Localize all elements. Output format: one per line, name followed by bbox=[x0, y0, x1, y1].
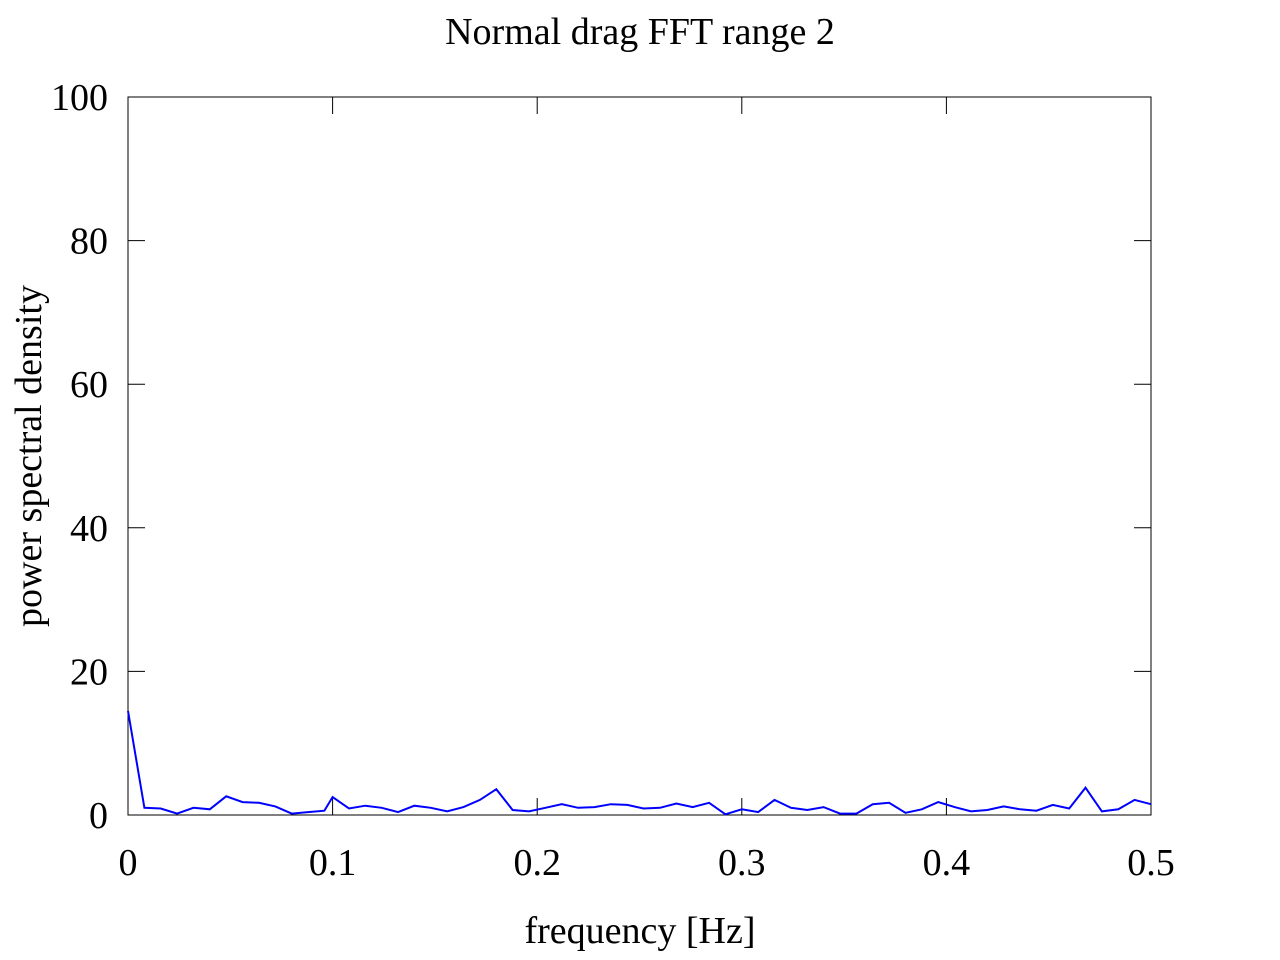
x-tick-label: 0.5 bbox=[1127, 842, 1175, 884]
x-tick-label: 0.2 bbox=[513, 842, 561, 884]
y-tick-label: 80 bbox=[70, 221, 108, 263]
y-tick-label: 60 bbox=[70, 364, 108, 406]
x-tick-label: 0.3 bbox=[718, 842, 766, 884]
x-tick-label: 0.4 bbox=[923, 842, 971, 884]
y-tick-label: 100 bbox=[51, 77, 108, 119]
y-axis-label: power spectral density bbox=[8, 285, 50, 627]
plot-frame bbox=[127, 96, 1152, 816]
x-tick-label: 0.1 bbox=[309, 842, 357, 884]
y-tick-label: 0 bbox=[89, 795, 108, 837]
axis-ticks bbox=[127, 96, 1152, 816]
series-line-0 bbox=[127, 710, 1152, 816]
y-tick-label: 40 bbox=[70, 508, 108, 550]
series-group bbox=[127, 710, 1152, 816]
chart-title: Normal drag FFT range 2 bbox=[445, 11, 835, 53]
y-tick-label: 20 bbox=[70, 651, 108, 693]
x-tick-label: 0 bbox=[119, 842, 138, 884]
x-axis-label: frequency [Hz] bbox=[524, 910, 755, 952]
axis-tick-labels: 0 0.1 0.2 0.3 0.4 0.5 0 20 40 60 80 100 bbox=[51, 77, 1175, 884]
